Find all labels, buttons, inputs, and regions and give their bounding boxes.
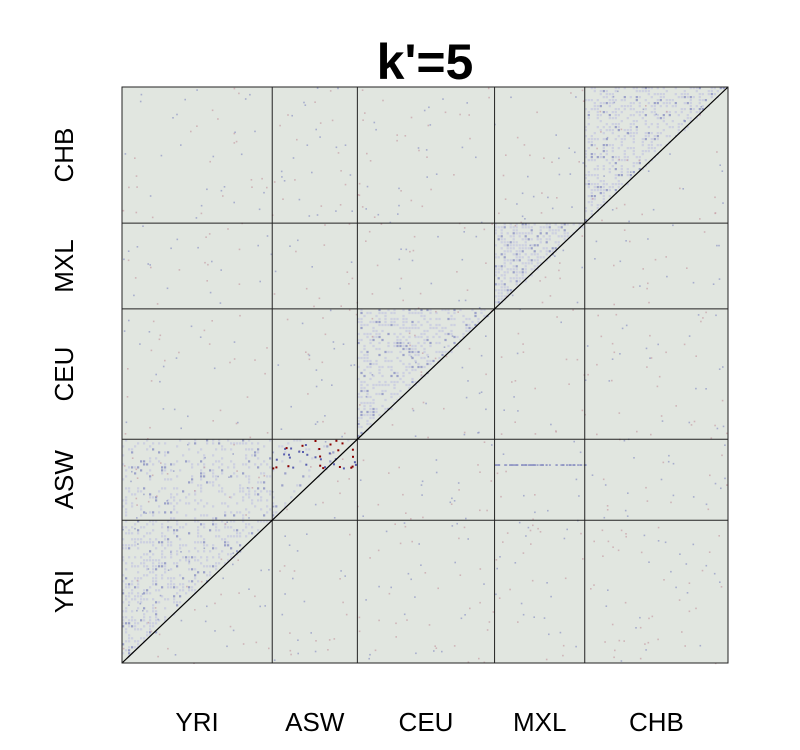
x-tick-label-mxl: MXL xyxy=(513,707,566,737)
chart-title: k'=5 xyxy=(377,34,474,90)
block-grid xyxy=(121,86,729,664)
axis-labels: YRI YRI ASW ASW CEU CEU MXL MXL CHB CHB xyxy=(49,128,684,737)
cluster-block-asw-yri xyxy=(122,439,275,520)
background-specks xyxy=(122,87,728,665)
cluster-block-yri-yri xyxy=(122,520,272,658)
y-tick-label-ceu: CEU xyxy=(49,347,79,402)
x-tick-label-yri: YRI xyxy=(175,707,218,737)
x-tick-label-chb: CHB xyxy=(629,707,684,737)
y-tick-label-yri: YRI xyxy=(49,570,79,613)
diagonal-line xyxy=(121,86,729,664)
x-tick-label-asw: ASW xyxy=(285,707,345,737)
y-tick-label-mxl: MXL xyxy=(49,239,79,292)
x-tick-label-ceu: CEU xyxy=(399,707,454,737)
cluster-block-asw-asw xyxy=(272,439,350,514)
plot-frame xyxy=(121,86,729,664)
cluster-block-mxl-mxl xyxy=(494,223,584,304)
y-tick-label-asw: ASW xyxy=(49,450,79,510)
y-tick-label-chb: CHB xyxy=(49,128,79,183)
